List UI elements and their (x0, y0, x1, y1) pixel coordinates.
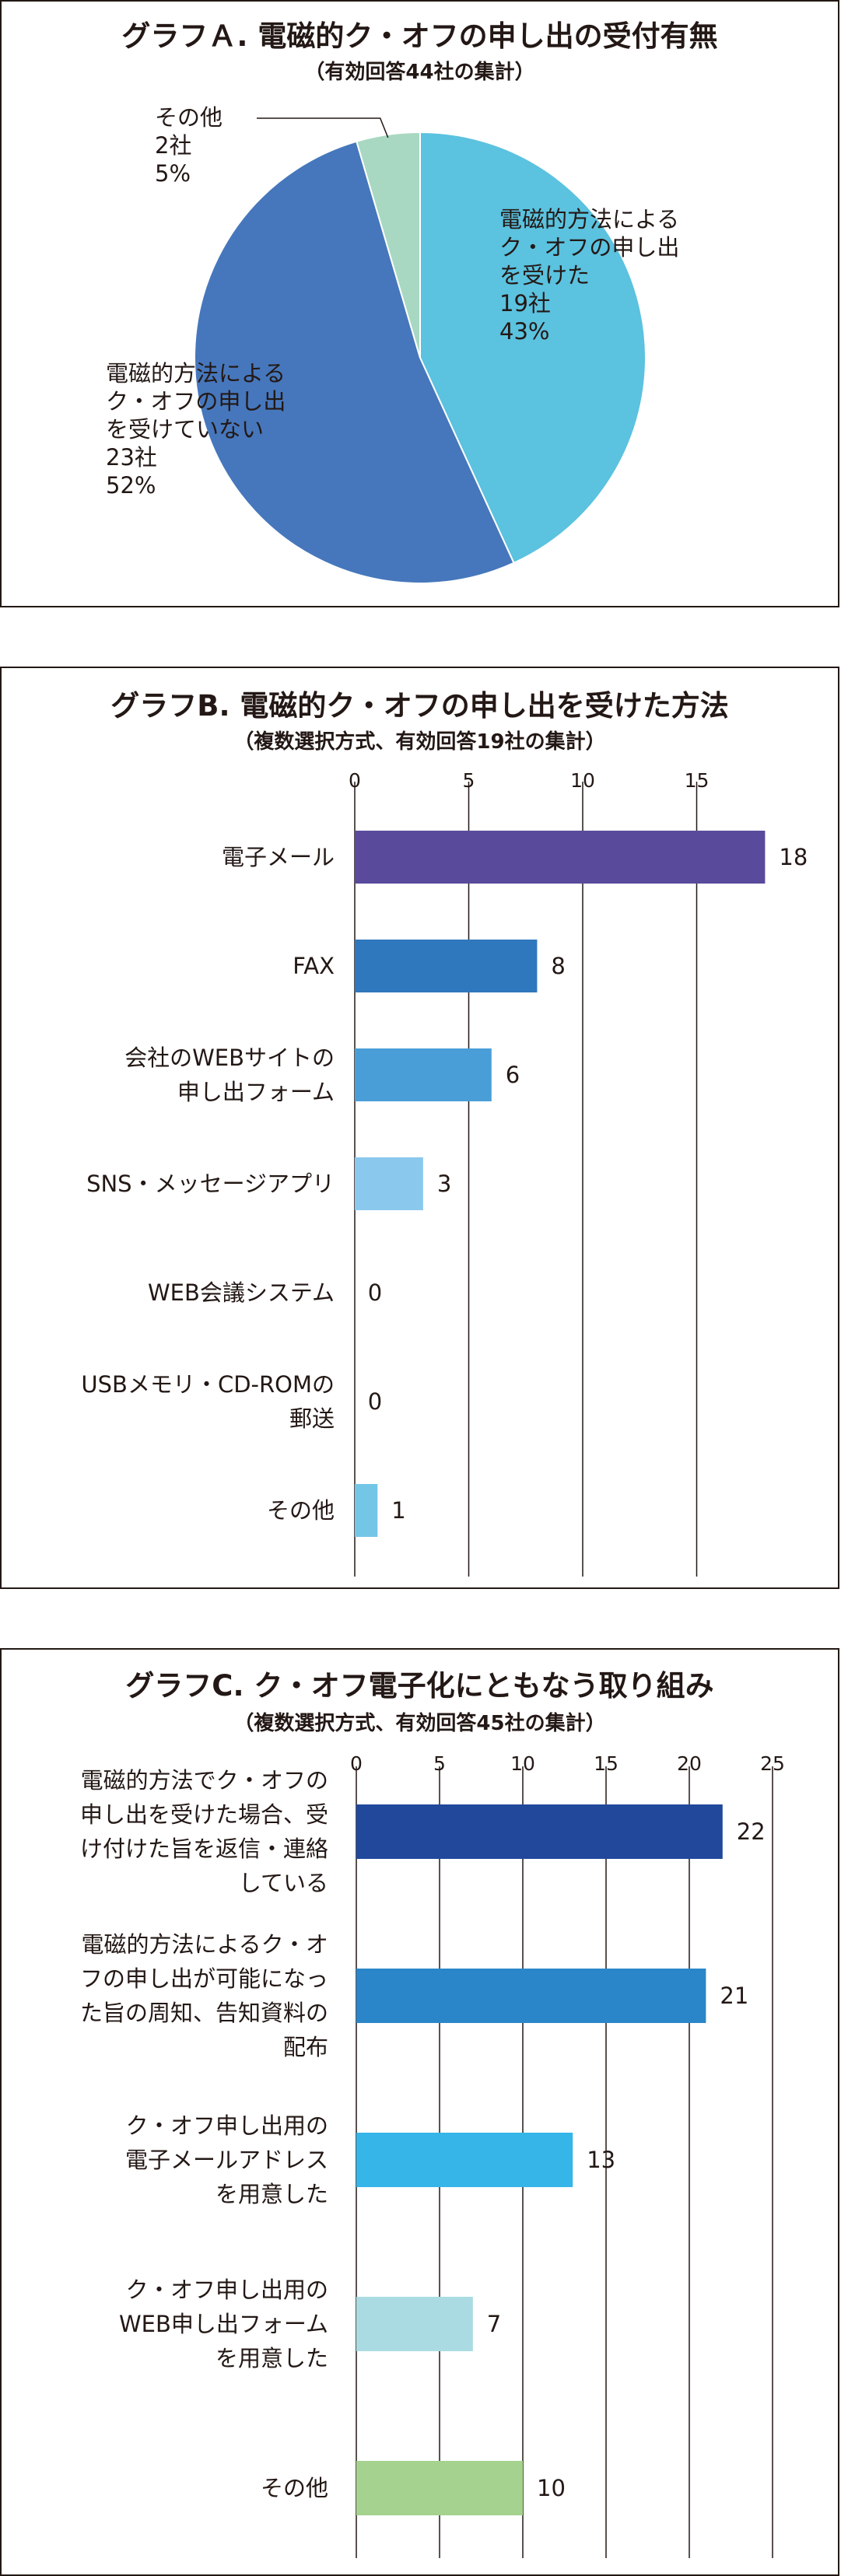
chart-b-title: グラフB. 電磁的ク・オフの申し出を受けた方法 (110, 689, 729, 723)
category-label-3-line-1: WEB申し出フォーム (119, 2311, 328, 2337)
bar-value-label-1: 21 (720, 1983, 748, 2009)
bar-value-label-4: 0 (368, 1279, 382, 1306)
pie-slice-1 (194, 140, 515, 584)
bar-value-label-3: 3 (437, 1171, 451, 1197)
bar-0 (355, 831, 766, 884)
category-label-2-line-0: ク・オフ申し出用の (126, 2112, 328, 2139)
x-tick-label-0: 0 (349, 769, 361, 792)
pie-label-2-line-0: その他 (155, 104, 223, 131)
x-tick-label-2: 10 (570, 769, 595, 792)
category-label-2-line-1: 電子メールアドレス (125, 2147, 328, 2173)
category-label-4-line-0: その他 (261, 2475, 328, 2501)
bar-value-label-0: 22 (737, 1818, 766, 1845)
chart-a-pie: 電磁的方法によるク・オフの申し出を受けた19社43%電磁的方法によるク・オフの申… (106, 104, 679, 584)
chart-a-subtitle: （有効回答44社の集計） (304, 61, 535, 84)
category-label-1-line-3: 配布 (283, 2034, 328, 2060)
bar-1 (355, 940, 538, 992)
pie-label-0-line-0: 電磁的方法による (499, 206, 679, 233)
x-tick-label-3: 15 (594, 1752, 618, 1775)
category-label-5-line-1: 郵送 (289, 1405, 335, 1432)
x-tick-label-1: 5 (463, 769, 475, 792)
category-label-1-line-2: た旨の周知、告知資料の (80, 2000, 328, 2026)
pie-label-0-line-3: 19社 (499, 290, 551, 317)
pie-label-2-line-1: 2社 (155, 132, 191, 159)
x-tick-label-1: 5 (433, 1752, 446, 1775)
category-label-2-line-2: を用意した (216, 2181, 328, 2207)
bar-value-label-4: 10 (537, 2475, 566, 2501)
x-tick-label-3: 15 (685, 769, 710, 792)
chart-b-panel: グラフB. 電磁的ク・オフの申し出を受けた方法 （複数選択方式、有効回答19社の… (0, 667, 839, 1589)
category-label-3-line-2: を用意した (216, 2345, 328, 2371)
bar-value-label-1: 8 (551, 953, 565, 979)
pie-label-0-line-2: を受けた (499, 262, 590, 289)
category-label-2-line-0: 会社のWEBサイトの (124, 1045, 335, 1071)
x-tick-label-4: 20 (677, 1752, 702, 1775)
bar-2 (356, 2133, 573, 2187)
x-tick-label-5: 25 (760, 1752, 785, 1775)
bar-2 (355, 1048, 492, 1101)
chart-b-bars: 0 5 10 1518電子メール8FAX6会社のWEBサイトの申し出フォーム3SNS・… (81, 769, 808, 1577)
category-label-0-line-0: 電磁的方法でク・オフの (81, 1767, 328, 1794)
bar-value-label-6: 1 (391, 1497, 405, 1524)
x-tick-label-0: 0 (350, 1752, 363, 1775)
category-label-3-line-0: ク・オフ申し出用の (126, 2277, 328, 2303)
pie-label-0-line-1: ク・オフの申し出 (499, 234, 679, 261)
pie-label-1-line-4: 52% (106, 472, 156, 499)
chart-c-panel: グラフC. ク・オフ電子化にともなう取り組み （複数選択方式、有効回答45社の集… (0, 1648, 839, 2576)
bar-1 (356, 1969, 706, 2023)
category-label-1-line-1: フの申し出が可能になっ (80, 1965, 328, 1992)
category-label-2-line-1: 申し出フォーム (177, 1079, 335, 1105)
bar-value-label-5: 0 (368, 1388, 382, 1415)
pie-label-1-line-0: 電磁的方法による (106, 360, 286, 387)
chart-c-title: グラフC. ク・オフ電子化にともなう取り組み (125, 1669, 714, 1703)
category-label-0-line-1: 申し出を受けた場合、受 (80, 1801, 328, 1828)
bar-value-label-2: 6 (506, 1062, 520, 1088)
pie-slice-0 (419, 131, 647, 565)
bar-value-label-2: 13 (587, 2147, 615, 2173)
category-label-0-line-3: している (239, 1870, 328, 1896)
bar-6 (355, 1484, 378, 1537)
bar-3 (356, 2297, 473, 2351)
chart-b-subtitle: （複数選択方式、有効回答19社の集計） (233, 730, 606, 754)
chart-c-subtitle: （複数選択方式、有効回答45社の集計） (233, 1712, 606, 1735)
bar-value-label-0: 18 (779, 844, 808, 870)
category-label-5-line-0: USBメモリ・CD-ROMの (81, 1371, 335, 1398)
category-label-0-line-0: 電子メール (222, 844, 335, 870)
chart-a-title: グラフＡ. 電磁的ク・オフの申し出の受付有無 (121, 19, 718, 53)
pie-label-0-line-4: 43% (499, 318, 549, 345)
category-label-0-line-2: け付けた旨を返信・連絡 (80, 1836, 328, 1862)
pie-slice-2 (356, 131, 421, 359)
pie-label-1-line-1: ク・オフの申し出 (106, 388, 286, 415)
category-label-1-line-0: FAX (293, 953, 335, 979)
pie-label-2-line-2: 5% (155, 160, 191, 187)
category-label-1-line-0: 電磁的方法によるク・オ (81, 1931, 328, 1958)
category-label-6-line-0: その他 (267, 1497, 335, 1524)
category-label-3-line-0: SNS・メッセージアプリ (86, 1171, 335, 1197)
chart-a-panel: グラフＡ. 電磁的ク・オフの申し出の受付有無 （有効回答44社の集計） 電磁的方… (0, 0, 839, 607)
category-label-4-line-0: WEB会議システム (148, 1279, 335, 1306)
bar-4 (356, 2461, 523, 2515)
bar-value-label-3: 7 (487, 2311, 501, 2337)
pie-label-1-line-2: を受けていない (106, 416, 264, 443)
x-tick-label-2: 10 (510, 1752, 535, 1775)
pie-leader-line (257, 117, 389, 138)
bar-0 (356, 1804, 723, 1859)
chart-c-bars: 0 5 10 15 20 25 22 電磁的方法でク・オフの申し出を受けた場合、受け付けた旨を… (80, 1752, 785, 2558)
bar-3 (355, 1157, 423, 1210)
pie-label-1-line-3: 23社 (106, 444, 157, 471)
